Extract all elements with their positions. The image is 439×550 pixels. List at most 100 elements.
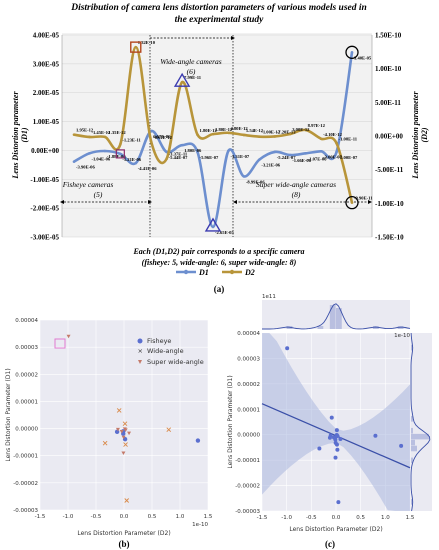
y-tick-b-5: -0.00001	[13, 454, 38, 460]
point-d1-17	[335, 150, 338, 154]
scatter-points-b	[66, 334, 201, 503]
y-label-c: Lens Distortion Parameter (D1)	[227, 375, 234, 468]
point-c-17	[328, 433, 333, 438]
point-c-5	[329, 415, 334, 420]
left-tick-label-2: 2.00E-05	[33, 89, 60, 97]
wide-angle-group-label: Wide-angle cameras	[160, 57, 222, 66]
right-hist-bar-14	[411, 416, 413, 422]
data-label-d1-4: -4.41E-06	[138, 166, 157, 171]
gridlines-b: -1.5 -1.0 -0.5 0.0 0.5 1.0 1.5 0.00004 0.00003 0.…	[13, 318, 213, 520]
point-super-wide-1	[121, 451, 126, 455]
point-c-14	[335, 433, 340, 438]
legend-d2-marker	[229, 269, 235, 275]
point-wide-angle-2	[166, 427, 172, 432]
data-label-d2-6: -3.37E-11	[169, 152, 188, 157]
y-tick-b-2: 0.00002	[15, 372, 38, 378]
data-label-d2-14: 3.00E-12	[292, 127, 310, 132]
y-tick-b-4: 0.00000	[15, 427, 38, 433]
right-tick-label-3: 0.00E+00	[375, 133, 403, 141]
data-label-d1-17: -5.00E-07	[339, 155, 358, 160]
point-d2-12	[258, 135, 261, 138]
point-d1-12	[258, 158, 261, 161]
panel-c-label: (c)	[325, 539, 335, 549]
extreme-highlights	[115, 41, 359, 232]
point-wide-angle-4	[123, 442, 128, 447]
right-kde-curve	[410, 332, 431, 512]
fisheye-group-label: Fisheye cameras	[62, 180, 114, 189]
x-tick-b-2: -0.5	[91, 514, 102, 520]
chart-title-line-1: Distribution of camera lens distortion p…	[70, 3, 367, 13]
y-tick-c-7: -0.00003	[235, 509, 260, 515]
y-tick-c-4: 0.00000	[237, 433, 260, 439]
point-c-16	[331, 435, 336, 440]
confidence-band	[262, 333, 410, 511]
point-d1-13	[273, 150, 277, 154]
scatter-points-c	[285, 346, 404, 505]
highlight-circle-d1-max	[345, 45, 359, 59]
point-c-4	[399, 443, 404, 448]
legend-a: D1 D2	[176, 268, 255, 277]
data-label-d2-7: 7.99E-11	[184, 75, 202, 80]
point-d2-18	[350, 201, 354, 204]
point-d2-3	[119, 142, 122, 146]
right-y-label: Lens Distortion parameter (D2)	[411, 91, 429, 180]
x-tick-b-1: -1.0	[63, 514, 74, 520]
point-super-wide-5	[119, 430, 124, 434]
legend-d1-marker	[183, 269, 189, 275]
x-tick-b-5: 1.0	[176, 514, 185, 520]
left-tick-label-0: 4.00E-05	[33, 32, 60, 40]
right-hist-bar-2	[411, 344, 413, 351]
x-tick-c-1: -1.0	[281, 515, 292, 521]
point-d1-15	[304, 152, 307, 155]
right-y-ticks: 1.50E-10 1.00E-10 5.00E-11 0.00E+00 -5.00E-1…	[375, 32, 404, 242]
point-d2-17	[335, 141, 338, 145]
point-d1-3	[119, 152, 122, 156]
highlight-triangle-d2	[173, 72, 191, 87]
highlight-square-d1	[115, 149, 125, 159]
super-wide-group-label: Super wide-angle cameras	[256, 180, 336, 189]
data-label-d2-11: 1.54E-12	[246, 128, 264, 133]
point-d2-15	[304, 128, 307, 132]
point-c-10	[336, 500, 341, 505]
data-label-d1-9: -2.65E-05	[215, 230, 234, 235]
point-d2-7	[180, 80, 184, 84]
y-tick-b-7: -0.00003	[13, 508, 38, 514]
point-c-18	[285, 346, 290, 351]
point-super-wide-4	[127, 431, 132, 436]
chart-title-line-2: the experimental study	[175, 15, 264, 25]
point-wide-angle-0	[116, 408, 122, 413]
data-label-d2-16: -4.10E-12	[323, 132, 342, 137]
legend-wide-label: Wide-angle	[147, 347, 184, 355]
data-label-d1-18: 3.40E-05	[354, 55, 372, 60]
y-tick-b-3: 0.00001	[15, 399, 38, 405]
right-hist-bar-16	[411, 427, 413, 434]
right-hist-bar-21	[411, 457, 413, 464]
left-y-ticks: 4.00E-05 3.00E-05 2.00E-05 1.00E-05 0.00E+00…	[30, 32, 59, 242]
panel-b: -1.5 -1.0 -0.5 0.0 0.5 1.0 1.5 0.00004 0.00003 0.…	[5, 318, 213, 549]
x-tick-c-4: 0.5	[356, 515, 365, 521]
left-tick-label-6: -2.00E-05	[30, 205, 59, 213]
legend-wide-marker: ×	[138, 347, 143, 355]
point-super-wide-6	[115, 427, 120, 432]
legend-fisheye-label: Fisheye	[147, 337, 171, 345]
panel-c: 1e11 -1.5 -1.0 -0.5 0.0 0.5 1.0 1.5 0.00004 0.00…	[227, 294, 432, 549]
data-label-d2-4: 1.32E-10	[138, 40, 156, 45]
data-label-d2-5: -8.61E-12	[153, 135, 172, 140]
highlight-circle-d2-min	[345, 196, 359, 210]
point-c-7	[373, 433, 378, 438]
point-d2-10	[227, 131, 230, 135]
panel-b-label: (b)	[119, 539, 130, 549]
point-d2-6	[165, 157, 168, 160]
right-tick-label-0: 1.50E-10	[375, 32, 402, 40]
y-tick-c-0: 0.00004	[237, 331, 260, 337]
point-c-12	[333, 455, 338, 460]
point-d2-14	[288, 132, 292, 136]
data-label-d2-9: 2.80E-12	[215, 127, 233, 132]
data-label-d1-13: -5.24E-07	[277, 155, 296, 160]
point-wide-angle-3	[122, 421, 128, 427]
data-label-d2-3: -1.23E-11	[122, 137, 141, 142]
legend-superwide-marker	[138, 360, 142, 364]
y-tick-c-3: 0.00001	[237, 407, 260, 413]
point-d1-7	[180, 143, 184, 147]
